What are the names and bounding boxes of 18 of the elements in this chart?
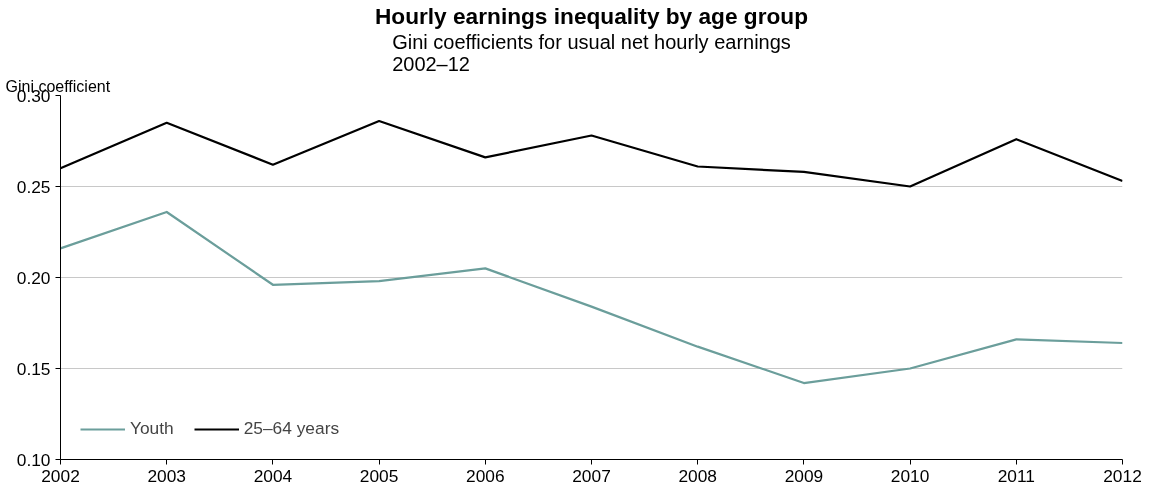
line-series: [60, 210, 1123, 385]
legend-label: Youth: [130, 418, 174, 439]
x-tick-label: 2008: [678, 465, 717, 486]
x-tick-label: 2004: [253, 465, 293, 486]
legend-label: 25–64 years: [243, 418, 340, 439]
x-tick-label: 2006: [466, 465, 505, 486]
x-tick-label: 2003: [147, 465, 186, 486]
y-tick-label: 0.15: [16, 358, 51, 379]
x-tick-label: 2010: [890, 465, 930, 486]
x-tick-label: 2011: [997, 465, 1035, 486]
x-tick-label: 2007: [572, 465, 611, 486]
x-tick-label: 2005: [359, 465, 399, 486]
y-tick-label: 0.25: [16, 176, 51, 197]
y-tick-label: 0.20: [16, 267, 51, 288]
x-tick-label: 2009: [784, 465, 824, 486]
x-tick-label: 2012: [1103, 465, 1142, 486]
chart-title: Hourly earnings inequality by age group: [374, 2, 809, 29]
chart-subtitle: Gini coefficients for usual net hourly earnings 2002–12: [392, 30, 791, 75]
